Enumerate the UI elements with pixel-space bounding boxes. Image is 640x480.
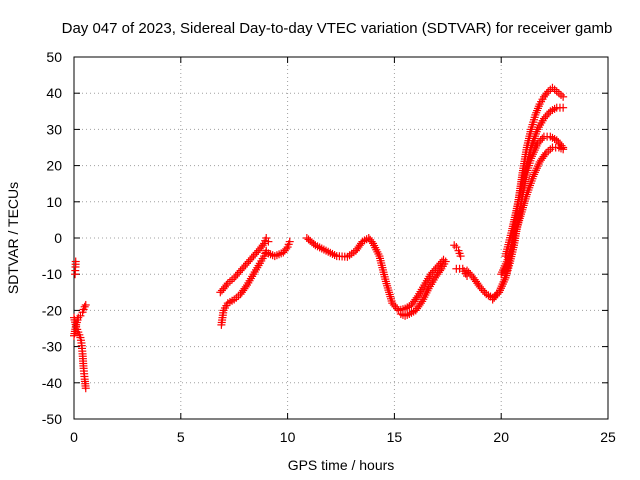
y-tick-label: 20: [46, 158, 62, 174]
x-tick-label: 5: [177, 429, 185, 445]
x-tick-label: 15: [387, 429, 403, 445]
y-tick-label: 30: [46, 121, 62, 137]
tick-layer: 0 5 10 15 20 25 -50 -40 -30 -20 -10 0 10 20 30 40 50: [42, 49, 616, 445]
y-tick-label: 40: [46, 85, 62, 101]
series-s6: [262, 237, 294, 261]
y-tick-label: -30: [42, 339, 62, 355]
grid-layer: [74, 57, 608, 419]
y-tick-label: 50: [46, 49, 62, 65]
series-s1: [71, 257, 80, 279]
y-tick-label: -20: [42, 302, 62, 318]
x-tick-label: 0: [70, 429, 78, 445]
series-s13: [497, 143, 568, 279]
x-tick-label: 25: [600, 429, 616, 445]
y-tick-label: -10: [42, 266, 62, 282]
y-axis-label: SDTVAR / TECUs: [5, 182, 21, 294]
series-s8: [396, 257, 450, 320]
series-s4: [216, 234, 273, 297]
y-tick-label: 0: [54, 230, 62, 246]
x-tick-label: 10: [280, 429, 296, 445]
x-axis-label: GPS time / hours: [288, 457, 395, 473]
data-layer: [70, 83, 568, 393]
series-s5: [217, 246, 271, 329]
series-s7: [302, 234, 448, 315]
y-tick-label: -50: [42, 411, 62, 427]
y-tick-label: 10: [46, 194, 62, 210]
series-s9: [450, 241, 465, 261]
chart-title: Day 047 of 2023, Sidereal Day-to-day VTE…: [62, 20, 613, 37]
y-tick-label: -40: [42, 375, 62, 391]
x-tick-label: 20: [493, 429, 509, 445]
series-s14: [501, 103, 568, 261]
series-s3: [70, 313, 90, 393]
